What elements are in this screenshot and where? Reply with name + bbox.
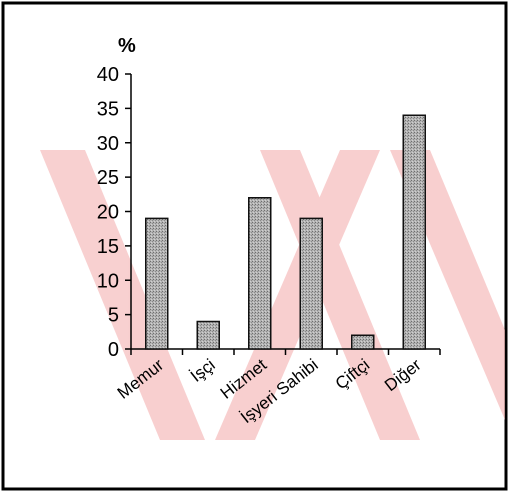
y-axis-label: %	[118, 35, 136, 57]
y-tick-label: 15	[97, 236, 119, 258]
y-tick-label: 0	[108, 339, 119, 361]
y-tick-label: 5	[108, 305, 119, 327]
y-tick-label: 35	[97, 98, 119, 120]
bar-5	[351, 334, 375, 350]
bar-6	[402, 114, 426, 350]
y-tick-label: 10	[97, 270, 119, 292]
y-tick-label: 20	[97, 202, 119, 224]
y-tick-label: 40	[97, 64, 119, 86]
bar-4	[299, 217, 323, 350]
watermark-stroke-middle	[215, 150, 380, 440]
y-ticks: 0 5 10 15 20 25 30 35 40	[97, 64, 131, 361]
bars	[145, 114, 426, 350]
y-tick-label: 25	[97, 167, 119, 189]
y-tick-label: 30	[97, 133, 119, 155]
watermark-stroke-left	[40, 150, 205, 440]
bar-3	[248, 197, 272, 350]
bar-2	[196, 320, 220, 350]
bar-1	[145, 217, 169, 350]
